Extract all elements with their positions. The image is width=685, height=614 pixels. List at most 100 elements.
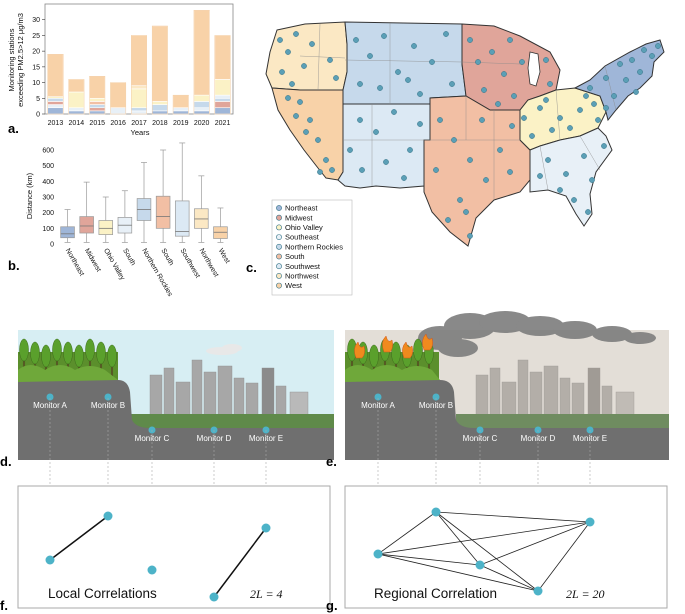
chart-a-ytick-label: 15 <box>32 64 40 71</box>
monitor-dot <box>429 59 435 65</box>
monitor-dot <box>317 169 323 175</box>
monitor-dot <box>537 173 543 179</box>
node-b <box>103 511 113 521</box>
legend-swatch <box>276 224 282 231</box>
scene-e-ground <box>345 380 669 460</box>
chart-a-bar-segment <box>193 9 210 96</box>
monitor-dot <box>391 109 397 115</box>
panel-g-edge <box>479 564 539 592</box>
node-b <box>431 507 441 517</box>
scene-d-city <box>149 359 309 416</box>
chart-a-bar-segment <box>130 110 148 115</box>
monitor-dot <box>511 93 517 99</box>
monitor-dot <box>611 93 617 99</box>
monitor-dot <box>467 37 473 43</box>
chart-b-ytick-label: 500 <box>42 163 54 170</box>
chart-a-bar-segment <box>172 107 189 112</box>
monitor-dot <box>521 115 527 121</box>
chart-a-bar-segment <box>193 101 210 109</box>
chart-a-bar-segment <box>68 79 85 93</box>
monitor-dot <box>357 117 363 123</box>
chart-b-box <box>60 226 75 239</box>
monitor-dot <box>571 197 577 203</box>
monitor-dot <box>301 63 307 69</box>
chart-a-bar-outline <box>47 54 64 115</box>
monitor-dot <box>285 95 291 101</box>
chart-a-ytick-label: 5 <box>36 96 40 103</box>
chart-a-bar-segment <box>47 53 64 98</box>
region-ohio-valley <box>490 87 607 151</box>
chart-a-stacked-bars: 0 5 10 15 20 25 30 2013 2014 2015 2016 2017 2018 201… <box>7 3 234 137</box>
tree-canopy <box>52 338 62 362</box>
monitor-dot <box>467 233 473 239</box>
chart-b-ytick-label: 300 <box>42 195 54 202</box>
monitor-dot <box>557 187 563 193</box>
legend-swatch <box>276 205 282 211</box>
monitor-dot <box>649 53 655 59</box>
monitor-dot <box>591 101 597 107</box>
node-d <box>533 586 543 596</box>
chart-b-box <box>174 200 190 237</box>
panel-g-nodes <box>373 507 595 596</box>
monitor-dot <box>567 125 573 131</box>
monitor-dot <box>583 93 589 99</box>
monitor-dot <box>367 53 373 59</box>
scene-e-grass <box>345 365 440 382</box>
chart-a-bar-segment <box>193 107 210 112</box>
legend-item-label: Southwest <box>285 262 321 271</box>
panel-label-c: c. <box>246 260 257 275</box>
monitor-dot <box>475 59 481 65</box>
monitor-dot <box>557 115 563 121</box>
monitor-dot <box>467 157 473 163</box>
node-d <box>209 592 219 602</box>
chart-a-bar-segment <box>110 107 127 115</box>
monitor-dot <box>437 117 443 123</box>
chart-b-box <box>79 216 94 234</box>
monitor-dot <box>407 147 413 153</box>
legend-item-label: Northeast <box>285 204 318 213</box>
panel-g-edges <box>377 511 591 592</box>
monitor-dot <box>405 77 411 83</box>
panel-label-e: e. <box>326 454 337 469</box>
chart-a-xlabel: Years <box>131 128 150 137</box>
monitor-dot <box>463 209 469 215</box>
monitor-dot <box>383 159 389 165</box>
scene-d-cloud <box>206 344 242 355</box>
panel-label-b: b. <box>8 258 20 273</box>
monitor-dot <box>501 71 507 77</box>
scene-e-smoke-plume <box>418 311 656 357</box>
monitor-dot <box>411 43 417 49</box>
chart-a-bar-segment <box>214 35 231 80</box>
chart-a-bar-outline <box>131 35 147 115</box>
monitor-dot <box>347 147 353 153</box>
monitor-dot <box>373 129 379 135</box>
monitor-dot <box>457 197 463 203</box>
chart-a-bar-segment <box>172 94 189 109</box>
monitor-dot <box>549 127 555 133</box>
chart-a-bar-outline <box>110 82 127 115</box>
monitor-dot <box>329 167 335 173</box>
panel-f-nodes <box>45 511 271 602</box>
monitor-dots <box>277 31 661 239</box>
chart-b-ytick-label: 400 <box>42 179 54 186</box>
monitor-dot <box>315 137 321 143</box>
chart-a-bar-segment <box>130 107 148 112</box>
monitor-dot <box>359 167 365 173</box>
chart-a-bar-segment <box>89 104 106 109</box>
chart-b-ytick-label: 600 <box>42 148 54 155</box>
chart-b-ytick-label: 200 <box>42 210 54 217</box>
chart-a-bar-segment <box>130 35 148 87</box>
monitor-dot <box>623 77 629 83</box>
legend-swatch <box>276 253 282 260</box>
legend-swatch <box>276 263 282 270</box>
panel-f-local-correlations: Local Correlations 2L = 4 f. <box>0 485 331 613</box>
chart-a-ytick-label: 0 <box>36 112 40 119</box>
monitor-dot <box>417 91 423 97</box>
monitor-dot <box>529 133 535 139</box>
chart-a-ytick-label: 30 <box>32 17 40 24</box>
monitor-dot <box>445 217 451 223</box>
monitor-dot <box>333 75 339 81</box>
legend-item-label: Northern Rockies <box>285 242 343 251</box>
